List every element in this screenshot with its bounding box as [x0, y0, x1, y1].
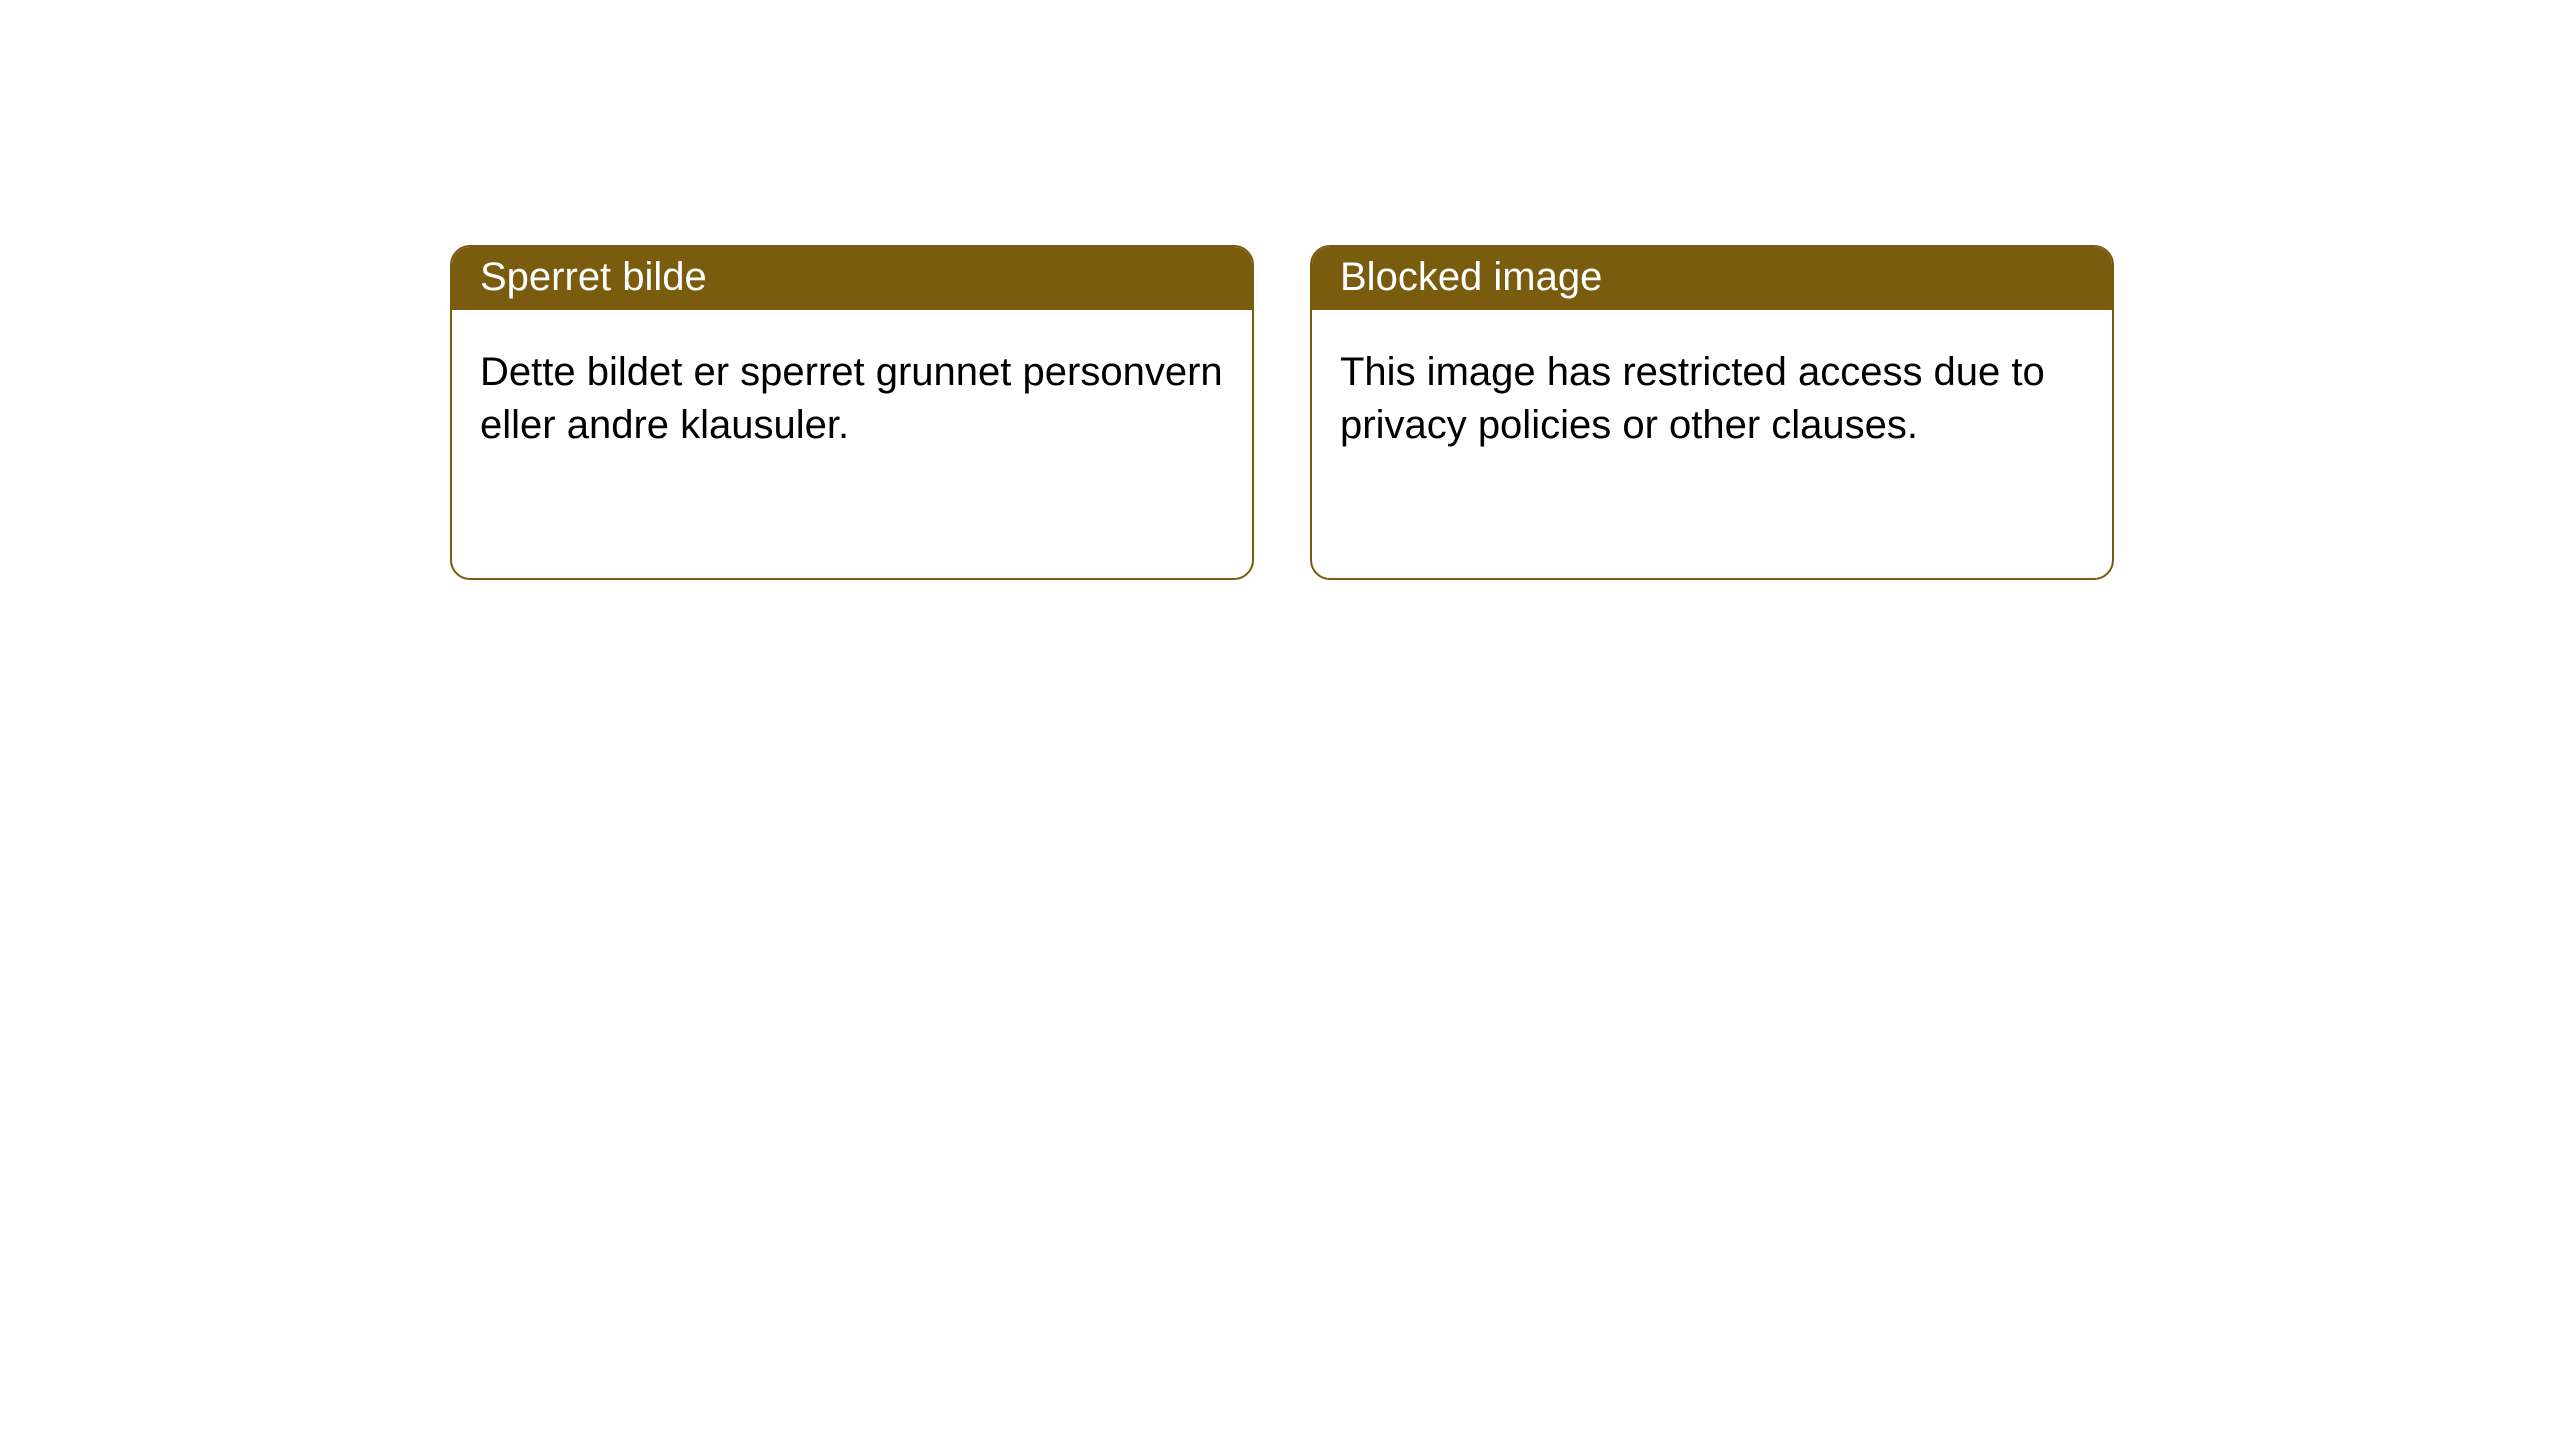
- notice-header: Sperret bilde: [452, 247, 1252, 310]
- notice-header: Blocked image: [1312, 247, 2112, 310]
- notice-body: Dette bildet er sperret grunnet personve…: [452, 310, 1252, 488]
- notice-body-text: Dette bildet er sperret grunnet personve…: [480, 350, 1223, 447]
- notice-container: Sperret bilde Dette bildet er sperret gr…: [450, 245, 2114, 580]
- notice-body: This image has restricted access due to …: [1312, 310, 2112, 488]
- notice-box-english: Blocked image This image has restricted …: [1310, 245, 2114, 580]
- notice-title: Sperret bilde: [480, 255, 707, 299]
- notice-box-norwegian: Sperret bilde Dette bildet er sperret gr…: [450, 245, 1254, 580]
- notice-title: Blocked image: [1340, 255, 1602, 299]
- notice-body-text: This image has restricted access due to …: [1340, 350, 2045, 447]
